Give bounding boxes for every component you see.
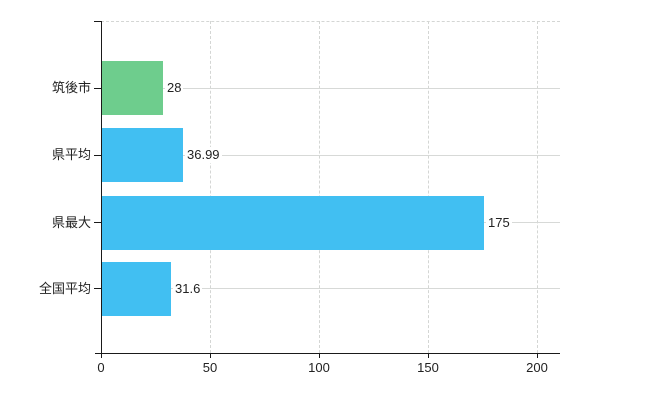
bar-row: 175 — [102, 196, 512, 250]
gridline-vertical-50 — [210, 21, 211, 353]
plot-top-gridline — [101, 21, 560, 22]
y-axis-tick — [94, 288, 101, 289]
x-tick-label: 50 — [202, 360, 218, 375]
value-label: 36.99 — [185, 147, 222, 163]
x-axis-line — [95, 353, 560, 354]
plot-area: 28 36.99 175 31.6 — [101, 21, 560, 353]
gridline-vertical-100 — [319, 21, 320, 353]
x-tick-label: 100 — [308, 360, 330, 375]
category-label: 県平均 — [51, 147, 91, 162]
category-label: 筑後市 — [51, 80, 91, 95]
bar — [102, 128, 183, 182]
bar — [102, 262, 171, 316]
value-label: 28 — [165, 80, 184, 96]
gridline-vertical-150 — [428, 21, 429, 353]
gridline-vertical-200 — [537, 21, 538, 353]
category-label: 県最大 — [51, 215, 91, 230]
x-tick-label: 200 — [526, 360, 548, 375]
x-tick-label: 0 — [97, 360, 105, 375]
gridline-horizontal — [101, 288, 560, 289]
x-axis-tick — [428, 354, 429, 358]
y-axis-tick — [94, 155, 101, 156]
y-axis-tick — [94, 88, 101, 89]
x-axis-tick — [101, 354, 102, 358]
category-label: 全国平均 — [38, 281, 91, 296]
y-axis-line — [101, 21, 102, 353]
bar — [102, 196, 484, 250]
bar — [102, 61, 163, 115]
value-label: 175 — [486, 215, 512, 231]
bar-row: 31.6 — [102, 262, 203, 316]
x-tick-label: 150 — [417, 360, 439, 375]
y-axis-tick — [94, 222, 101, 223]
bar-row: 28 — [102, 61, 184, 115]
value-label: 31.6 — [173, 281, 203, 297]
x-axis-tick — [319, 354, 320, 358]
y-axis-tick — [94, 21, 101, 22]
bar-row: 36.99 — [102, 128, 222, 182]
x-axis-tick — [210, 354, 211, 358]
gridline-horizontal — [101, 155, 560, 156]
x-axis-tick — [537, 354, 538, 358]
gridline-horizontal — [101, 88, 560, 89]
